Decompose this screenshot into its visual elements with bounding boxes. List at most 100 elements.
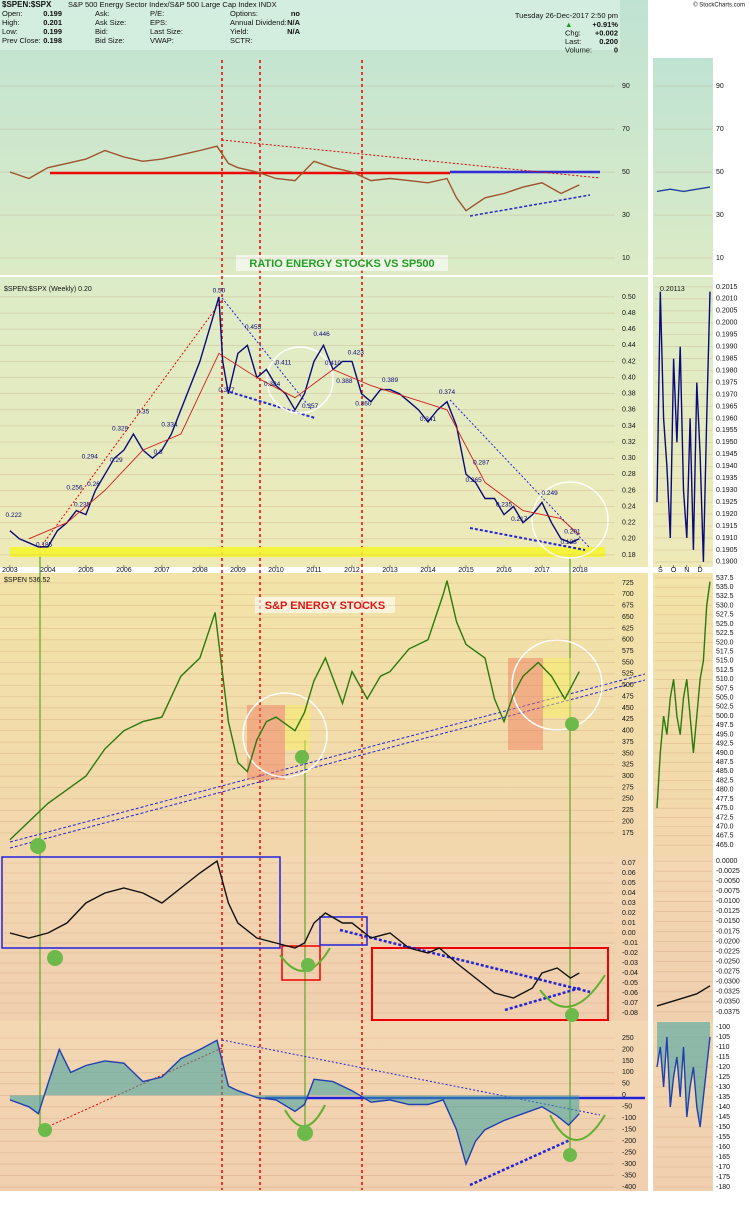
point-label: 0.360 xyxy=(355,401,372,408)
y-tick-label: 0.18 xyxy=(622,552,636,559)
y-tick-label: 0.32 xyxy=(622,439,636,446)
point-label: 0.384 xyxy=(264,381,281,388)
y-tick-label: 0.02 xyxy=(622,910,636,917)
y-tick-label: 625 xyxy=(622,625,634,632)
y-tick-label: 532.5 xyxy=(716,593,734,600)
y-tick-label: 0.0000 xyxy=(716,858,738,865)
y-tick-label: 0.42 xyxy=(622,358,636,365)
y-tick-label: 490.0 xyxy=(716,750,734,757)
y-tick-label: 0.03 xyxy=(622,900,636,907)
quote-label: Chg: xyxy=(565,28,581,37)
point-label: 0.294 xyxy=(82,454,99,461)
y-tick-label: 0.1955 xyxy=(716,427,738,434)
trend-line xyxy=(504,986,581,1012)
y-tick-label: 525.0 xyxy=(716,621,734,628)
x-tick-label: 2014 xyxy=(420,567,436,574)
point-label: 0.357 xyxy=(302,403,319,410)
header-bg xyxy=(0,0,620,50)
y-tick-label: -135 xyxy=(716,1094,730,1101)
x-tick-label: 2015 xyxy=(458,567,474,574)
y-tick-label: 525 xyxy=(622,671,634,678)
y-tick-label: 100 xyxy=(622,1069,634,1076)
y-tick-label: -0.04 xyxy=(622,970,638,977)
dots xyxy=(30,717,579,1162)
y-tick-label: 472.5 xyxy=(716,814,734,821)
y-tick-label: 250 xyxy=(622,1035,634,1042)
y-tick-label: 0.50 xyxy=(622,294,636,301)
symbol: $SPEN:$SPX xyxy=(2,0,52,9)
y-tick-label: -0.0050 xyxy=(716,878,740,885)
y-tick-label: 505.0 xyxy=(716,695,734,702)
y-tick-label: 485.0 xyxy=(716,768,734,775)
y-tick-label: 0.24 xyxy=(622,503,636,510)
line xyxy=(9,1039,580,1167)
y-tick-label: 0.1920 xyxy=(716,511,738,518)
y-tick-label: 0.01 xyxy=(622,920,636,927)
y-tick-label: 600 xyxy=(622,637,634,644)
y-tick-label: 507.5 xyxy=(716,685,734,692)
point-label: 0.249 xyxy=(541,490,558,497)
line xyxy=(656,581,711,809)
y-tick-label: 0.40 xyxy=(622,374,636,381)
dot xyxy=(30,838,46,854)
y-tick-label: 225 xyxy=(622,807,634,814)
y-tick-label: -150 xyxy=(622,1127,636,1134)
line xyxy=(28,352,580,540)
zone xyxy=(285,705,310,750)
field-label: Bid: xyxy=(95,27,108,36)
y-tick-label: 0.2000 xyxy=(716,320,738,327)
y-tick-label: 470.0 xyxy=(716,823,734,830)
panel: 250 200 150 100 50 0 -50 -100 -150 -200 -250 -300 -3… xyxy=(0,1035,636,1191)
dot xyxy=(565,1008,579,1022)
zone xyxy=(543,658,571,718)
point-label: 0.188 xyxy=(560,539,577,546)
y-tick-label: 0.26 xyxy=(622,487,636,494)
y-tick-label: 400 xyxy=(622,728,634,735)
header: $SPEN:$SPX S&P 500 Energy Sector Index/S… xyxy=(0,0,745,54)
field-value: 0.199 xyxy=(43,9,62,18)
y-tick-label: -150 xyxy=(716,1124,730,1131)
y-tick-label: 0.1945 xyxy=(716,451,738,458)
y-tick-label: -400 xyxy=(622,1184,636,1191)
y-tick-label: -0.0300 xyxy=(716,979,740,986)
y-tick-label: 0.1980 xyxy=(716,367,738,374)
point-label: 0.29 xyxy=(110,457,123,464)
trend-line xyxy=(469,194,591,217)
y-tick-label: 535.0 xyxy=(716,584,734,591)
point-label: 0.235 xyxy=(496,501,513,508)
y-tick-label: 0.30 xyxy=(622,455,636,462)
field-label: Ask: xyxy=(95,9,110,18)
field-label: Annual Dividend: xyxy=(230,18,287,27)
legend: 0.20113 xyxy=(660,286,685,293)
point-label: 0.35 xyxy=(137,409,150,416)
y-tick-label: 0.20 xyxy=(622,536,636,543)
y-tick-label: 0.04 xyxy=(622,890,636,897)
x-tick-label: 2010 xyxy=(268,567,284,574)
x-tick-label: 2003 xyxy=(2,567,18,574)
y-tick-label: 200 xyxy=(622,818,634,825)
y-tick-label: 30 xyxy=(622,212,630,219)
y-tick-label: 575 xyxy=(622,648,634,655)
dot xyxy=(297,1125,313,1141)
y-tick-label: -100 xyxy=(622,1115,636,1122)
panel: 0.0000 -0.0025 -0.0050 -0.0075 -0.0100 -0.012… xyxy=(655,858,740,1016)
y-tick-label: 0.2005 xyxy=(716,308,738,315)
x-tick-label: 2008 xyxy=(192,567,208,574)
y-tick-label: -0.0225 xyxy=(716,948,740,955)
y-tick-label: 537.5 xyxy=(716,575,734,582)
point-label: 0.411 xyxy=(276,359,292,366)
line xyxy=(656,985,711,1007)
panel: 0.500.480.460.440.420.400.380.360.340.32… xyxy=(0,288,636,574)
y-tick-label: 200 xyxy=(622,1046,634,1053)
x-tick-label: 2016 xyxy=(496,567,512,574)
panel-bg xyxy=(0,277,648,567)
y-tick-label: 0.38 xyxy=(622,391,636,398)
y-tick-label: 0.1965 xyxy=(716,403,738,410)
y-tick-label: 90 xyxy=(622,83,630,90)
point-label: 0.423 xyxy=(348,350,365,357)
panel: 90 70 50 30 10 xyxy=(655,83,724,262)
y-tick-label: 0.05 xyxy=(622,880,636,887)
y-tick-label: 0.44 xyxy=(622,342,636,349)
x-tick-label: 2017 xyxy=(534,567,550,574)
y-tick-label: 0.1950 xyxy=(716,439,738,446)
